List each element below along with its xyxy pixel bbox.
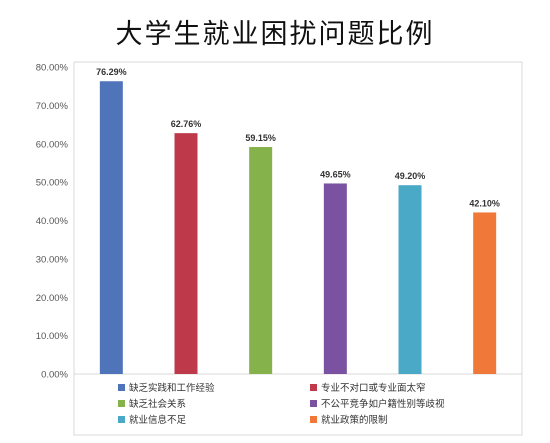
legend-label: 就业信息不足 bbox=[129, 414, 187, 426]
y-tick-label: 30.00% bbox=[36, 254, 69, 265]
legend-label: 不公平竞争如户籍性别等歧视 bbox=[321, 398, 445, 410]
bar bbox=[174, 133, 198, 374]
bar bbox=[323, 183, 347, 374]
bar bbox=[99, 81, 123, 374]
bars-group bbox=[99, 81, 497, 374]
bar bbox=[249, 147, 273, 374]
plot-frame bbox=[73, 61, 523, 436]
y-tick-label: 40.00% bbox=[36, 216, 69, 227]
legend-swatch bbox=[118, 384, 125, 391]
legend-swatch bbox=[310, 384, 317, 391]
y-tick-label: 70.00% bbox=[36, 101, 69, 112]
bar bbox=[473, 212, 497, 374]
data-label: 49.65% bbox=[320, 169, 351, 179]
legend-label: 缺乏社会关系 bbox=[129, 398, 186, 410]
y-tick-label: 20.00% bbox=[36, 293, 69, 304]
chart-title: 大学生就业困扰问题比例 bbox=[115, 19, 435, 50]
legend-swatch bbox=[118, 416, 125, 423]
legend-swatch bbox=[310, 416, 317, 423]
legend-swatch bbox=[118, 400, 125, 407]
legend-label: 缺乏实践和工作经验 bbox=[129, 382, 215, 394]
legend-swatch bbox=[310, 400, 317, 407]
data-labels-group: 76.29% 62.76% 59.15% 49.65% 49.20% 42.10% bbox=[96, 67, 500, 208]
y-tick-label: 60.00% bbox=[36, 139, 69, 150]
y-axis: 0.00% 10.00% 20.00% 30.00% 40.00% 50.00% 60.00… bbox=[36, 63, 522, 381]
legend-label: 就业政策的限制 bbox=[321, 414, 388, 426]
data-label: 59.15% bbox=[245, 133, 276, 143]
data-label: 76.29% bbox=[96, 67, 127, 77]
bar bbox=[398, 185, 422, 374]
y-tick-label: 80.00% bbox=[36, 63, 69, 74]
y-tick-label: 50.00% bbox=[36, 178, 69, 189]
data-label: 42.10% bbox=[469, 198, 500, 208]
data-label: 62.76% bbox=[171, 119, 202, 129]
data-label: 49.20% bbox=[395, 171, 426, 181]
y-tick-label: 0.00% bbox=[41, 370, 68, 381]
legend-label: 专业不对口或专业面太窄 bbox=[321, 382, 426, 394]
y-tick-label: 10.00% bbox=[36, 331, 69, 342]
